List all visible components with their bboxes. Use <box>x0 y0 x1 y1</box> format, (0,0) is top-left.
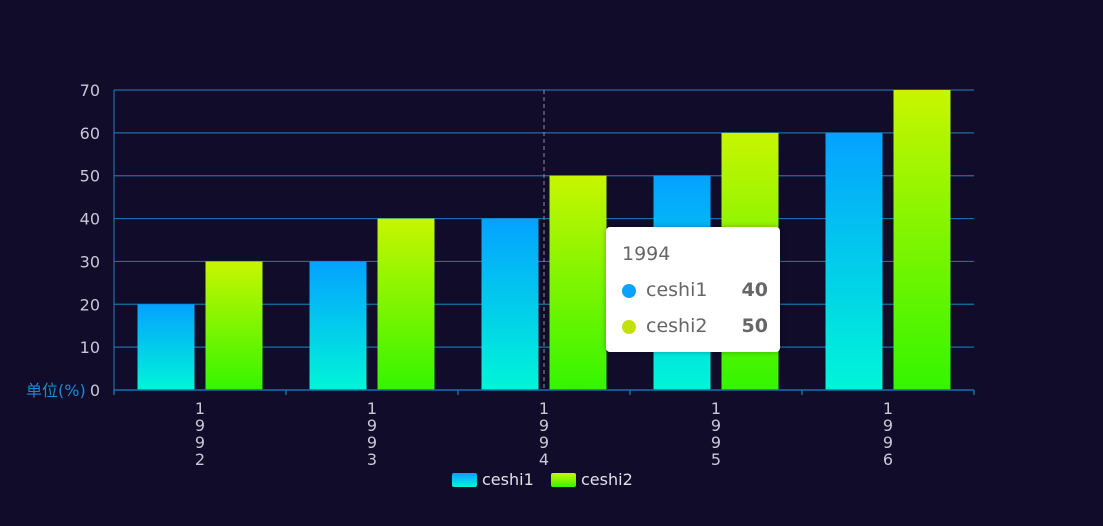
y-tick-label: 20 <box>80 295 100 314</box>
bar-ceshi2-1992[interactable] <box>205 261 263 390</box>
bars <box>137 90 951 390</box>
bar-ceshi1-1992[interactable] <box>137 304 195 390</box>
bar-ceshi1-1993[interactable] <box>309 261 367 390</box>
y-tick-label: 0 <box>90 381 100 400</box>
bar-ceshi2-1996[interactable] <box>893 90 951 390</box>
y-tick-label: 50 <box>80 167 100 186</box>
y-tick-label: 70 <box>80 81 100 100</box>
y-tick-label: 30 <box>80 252 100 271</box>
bar-ceshi1-1996[interactable] <box>825 132 883 390</box>
bar-ceshi2-1994[interactable] <box>549 175 607 390</box>
legend[interactable]: ceshi1 ceshi2 <box>452 470 633 489</box>
tooltip-series-value: 40 <box>741 279 768 301</box>
legend-swatch-ceshi2[interactable] <box>551 473 576 487</box>
y-tick-label: 60 <box>80 124 100 143</box>
tooltip-row-ceshi2: ceshi2 50 <box>622 315 768 339</box>
legend-label-ceshi1[interactable]: ceshi1 <box>482 470 534 489</box>
bar-ceshi2-1993[interactable] <box>377 218 435 390</box>
tooltip-title: 1994 <box>622 243 671 265</box>
legend-swatch-ceshi1[interactable] <box>452 473 477 487</box>
tooltip-series-value: 50 <box>741 315 768 337</box>
y-axis-unit-label: 单位(%) <box>26 381 86 400</box>
y-axis-ticks: 0 10 20 30 40 50 60 70 <box>80 81 100 400</box>
x-axis <box>113 389 975 395</box>
tooltip-row-ceshi1: ceshi1 40 <box>622 279 768 303</box>
legend-label-ceshi2[interactable]: ceshi2 <box>581 470 633 489</box>
tooltip-dot-ceshi1 <box>622 284 636 298</box>
y-tick-label: 40 <box>80 210 100 229</box>
bar-ceshi1-1994[interactable] <box>481 218 539 390</box>
tooltip-dot-ceshi2 <box>622 320 636 334</box>
tooltip-series-name: ceshi2 <box>646 315 708 337</box>
tooltip: 1994 ceshi1 40 ceshi2 50 <box>606 227 780 352</box>
tooltip-series-name: ceshi1 <box>646 279 708 301</box>
y-tick-label: 10 <box>80 338 100 357</box>
x-axis-labels: 1 9 9 2 1 9 9 3 1 9 9 4 1 9 9 5 1 9 9 6 <box>195 399 893 469</box>
